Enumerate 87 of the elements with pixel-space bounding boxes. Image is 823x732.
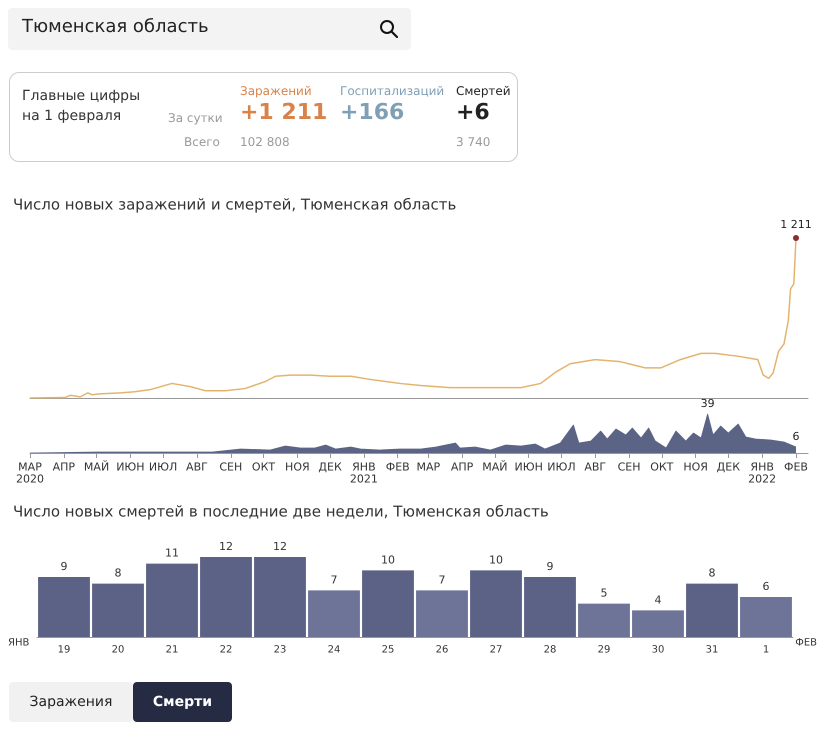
x-tick-label: 20 bbox=[112, 644, 124, 656]
x-tick-label: МАР bbox=[416, 460, 440, 474]
text: Смертей bbox=[456, 84, 511, 98]
x-tick-label: СЕН bbox=[618, 460, 640, 474]
x-tick-label: ФЕВ bbox=[386, 460, 410, 474]
data-label: 4 bbox=[654, 593, 662, 606]
data-label: 9 bbox=[60, 560, 68, 573]
x-tick-label: АПР bbox=[52, 460, 76, 474]
chart-title: Число новых заражений и смертей, Тюменская область bbox=[13, 196, 456, 214]
x-tick-label: 21 bbox=[166, 644, 178, 656]
text: +6 bbox=[456, 100, 490, 125]
x-tick-label: 31 bbox=[706, 644, 718, 656]
data-label: 10 bbox=[489, 553, 503, 566]
data-label: 7 bbox=[438, 573, 446, 586]
x-tick-label: АВГ bbox=[186, 460, 208, 474]
text: ЯНВ bbox=[8, 638, 30, 648]
x-tick-label: 29 bbox=[598, 644, 610, 656]
x-tick-label: 26 bbox=[436, 644, 448, 656]
data-label: 12 bbox=[219, 540, 233, 553]
x-tick-label: МАЙ bbox=[84, 460, 110, 474]
x-tick-label: ДЕК bbox=[318, 460, 342, 474]
text: 3 740 bbox=[456, 135, 490, 149]
text: Всего bbox=[184, 135, 220, 149]
bar bbox=[470, 570, 522, 637]
x-tick-label: СЕН bbox=[219, 460, 242, 474]
text: Госпитализаций bbox=[340, 84, 444, 98]
bar bbox=[632, 610, 684, 637]
bar bbox=[308, 590, 360, 637]
x-tick-label: НОЯ bbox=[285, 460, 310, 474]
bar bbox=[578, 604, 630, 637]
data-label: 8 bbox=[114, 566, 122, 580]
x-tick-label: 24 bbox=[328, 644, 340, 656]
x-tick-label: АПР bbox=[450, 460, 474, 474]
bar bbox=[416, 590, 468, 637]
text: Заражения bbox=[9, 682, 133, 722]
text: Смерти bbox=[133, 682, 232, 722]
x-tick-label: ЯНВ 2021 bbox=[350, 460, 378, 486]
x-tick-label: 22 bbox=[220, 644, 232, 656]
x-tick-label: 27 bbox=[490, 644, 502, 656]
x-tick-label: ФЕВ bbox=[784, 460, 808, 474]
data-label: 6 bbox=[762, 580, 770, 593]
bar bbox=[686, 584, 738, 637]
data-label: 10 bbox=[381, 553, 395, 566]
text: Главные цифры на 1 февраля bbox=[22, 87, 142, 126]
text: +166 bbox=[340, 100, 404, 125]
x-tick-label: ИЮЛ bbox=[547, 460, 576, 474]
data-label: 12 bbox=[273, 540, 287, 553]
x-tick-label: 23 bbox=[274, 644, 286, 656]
x-tick-label: ОКТ bbox=[252, 460, 276, 474]
text: Тюменская область bbox=[22, 16, 209, 37]
data-label: 7 bbox=[330, 573, 338, 586]
x-tick-label: ОКТ bbox=[650, 460, 674, 474]
x-tick-label: НОЯ bbox=[683, 460, 708, 474]
bar bbox=[38, 577, 90, 637]
chart-title: Число новых смертей в последние две недели, Тюменская область bbox=[13, 502, 549, 520]
text: ФЕВ bbox=[795, 638, 818, 648]
bar bbox=[146, 564, 198, 637]
x-tick-label: ЯНВ 2022 bbox=[748, 460, 776, 486]
data-label: 11 bbox=[165, 546, 179, 560]
bar bbox=[362, 570, 414, 637]
data-label: 39 bbox=[700, 397, 715, 410]
bar bbox=[254, 557, 306, 637]
x-tick-label: ИЮН bbox=[116, 460, 145, 474]
bar bbox=[740, 597, 792, 637]
text: За сутки bbox=[168, 111, 223, 125]
x-tick-label: 28 bbox=[544, 644, 556, 656]
bar bbox=[92, 584, 144, 637]
x-tick-label: МАР 2020 bbox=[16, 460, 44, 486]
bar bbox=[524, 577, 576, 637]
x-tick-label: 25 bbox=[382, 644, 394, 656]
data-label: 6 bbox=[792, 430, 800, 443]
x-tick-label: 30 bbox=[652, 644, 664, 656]
x-tick-label: АВГ bbox=[584, 460, 606, 474]
data-label: 8 bbox=[708, 566, 716, 580]
bar bbox=[200, 557, 252, 637]
x-tick-label: ИЮН bbox=[514, 460, 543, 474]
text: +1 211 bbox=[240, 100, 328, 125]
x-tick-label: ДЕК bbox=[716, 460, 740, 474]
x-tick-label: 1 bbox=[762, 644, 770, 656]
x-tick-label: МАЙ bbox=[482, 460, 508, 474]
data-label: 5 bbox=[600, 586, 608, 600]
annotation: 1 211 bbox=[780, 218, 812, 231]
x-tick-label: 19 bbox=[58, 644, 70, 656]
x-tick-label: ИЮЛ bbox=[148, 460, 178, 474]
text: 102 808 bbox=[240, 135, 290, 149]
data-label: 9 bbox=[546, 560, 554, 573]
text: Заражений bbox=[240, 84, 312, 98]
